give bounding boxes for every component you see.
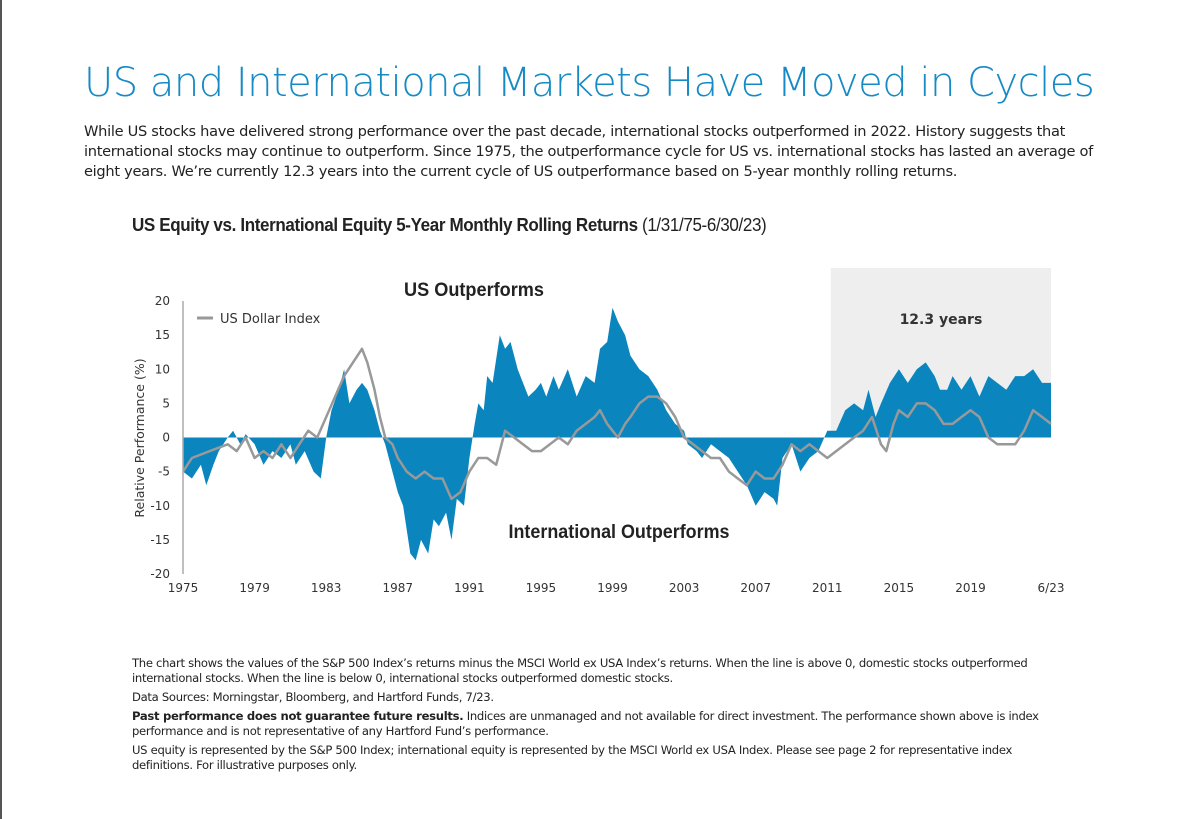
- footnote-index-definitions: US equity is represented by the S&P 500 …: [132, 743, 1013, 772]
- relative-performance-area: [183, 307, 1051, 561]
- chart-title-main: US Equity vs. International Equity 5-Yea…: [132, 214, 638, 235]
- x-tick-label: 2019: [955, 581, 986, 595]
- x-tick-label: 1979: [239, 581, 270, 595]
- y-tick-label: 0: [162, 431, 170, 445]
- chart-title-range: (1/31/75-6/30/23): [642, 214, 767, 235]
- intro-paragraph: While US stocks have delivered strong pe…: [84, 123, 1093, 180]
- y-tick-label: -15: [150, 533, 170, 547]
- footnote-disclaimer: Past performance does not guarantee futu…: [132, 709, 1042, 739]
- legend-label: US Dollar Index: [220, 312, 321, 327]
- us-dollar-index-line: [181, 347, 1052, 501]
- us-outperforms-label: US Outperforms: [404, 280, 544, 301]
- disclaimer-bold: Past performance does not guarantee futu…: [132, 709, 464, 723]
- y-tick-label: -20: [150, 567, 170, 581]
- x-tick-label: 2015: [884, 581, 915, 595]
- footnote-data-sources: Data Sources: Morningstar, Bloomberg, an…: [132, 690, 494, 704]
- y-axis-label: Relative Performance (%): [132, 358, 147, 517]
- y-tick-label: -5: [158, 465, 170, 479]
- y-tick-label: 5: [162, 396, 170, 410]
- x-tick-label: 2007: [740, 581, 771, 595]
- page-title: US and International Markets Have Moved …: [84, 60, 1095, 106]
- x-tick-label: 1987: [382, 581, 413, 595]
- y-tick-label: 10: [155, 362, 170, 376]
- footnote-chart-explanation: The chart shows the values of the S&P 50…: [132, 656, 1028, 685]
- disclaimer-text: Indices are unmanaged and not available …: [132, 709, 1039, 738]
- chart-title: US Equity vs. International Equity 5-Yea…: [132, 214, 767, 236]
- y-tick-label: -10: [150, 499, 170, 513]
- x-tick-label: 1975: [168, 581, 199, 595]
- x-tick-label: 6/23: [1038, 581, 1065, 595]
- page-edge: [0, 0, 2, 819]
- y-tick-label: 15: [155, 328, 170, 342]
- x-tick-label: 2011: [812, 581, 843, 595]
- x-tick-label: 2003: [669, 581, 700, 595]
- y-tick-label: 20: [155, 294, 170, 308]
- x-tick-label: 1991: [454, 581, 485, 595]
- x-tick-label: 1995: [526, 581, 557, 595]
- footnotes: The chart shows the values of the S&P 50…: [132, 656, 1042, 777]
- international-outperforms-label: International Outperforms: [509, 522, 730, 543]
- x-tick-label: 1999: [597, 581, 628, 595]
- x-tick-label: 1983: [311, 581, 342, 595]
- current-cycle-label: 12.3 years: [900, 312, 983, 328]
